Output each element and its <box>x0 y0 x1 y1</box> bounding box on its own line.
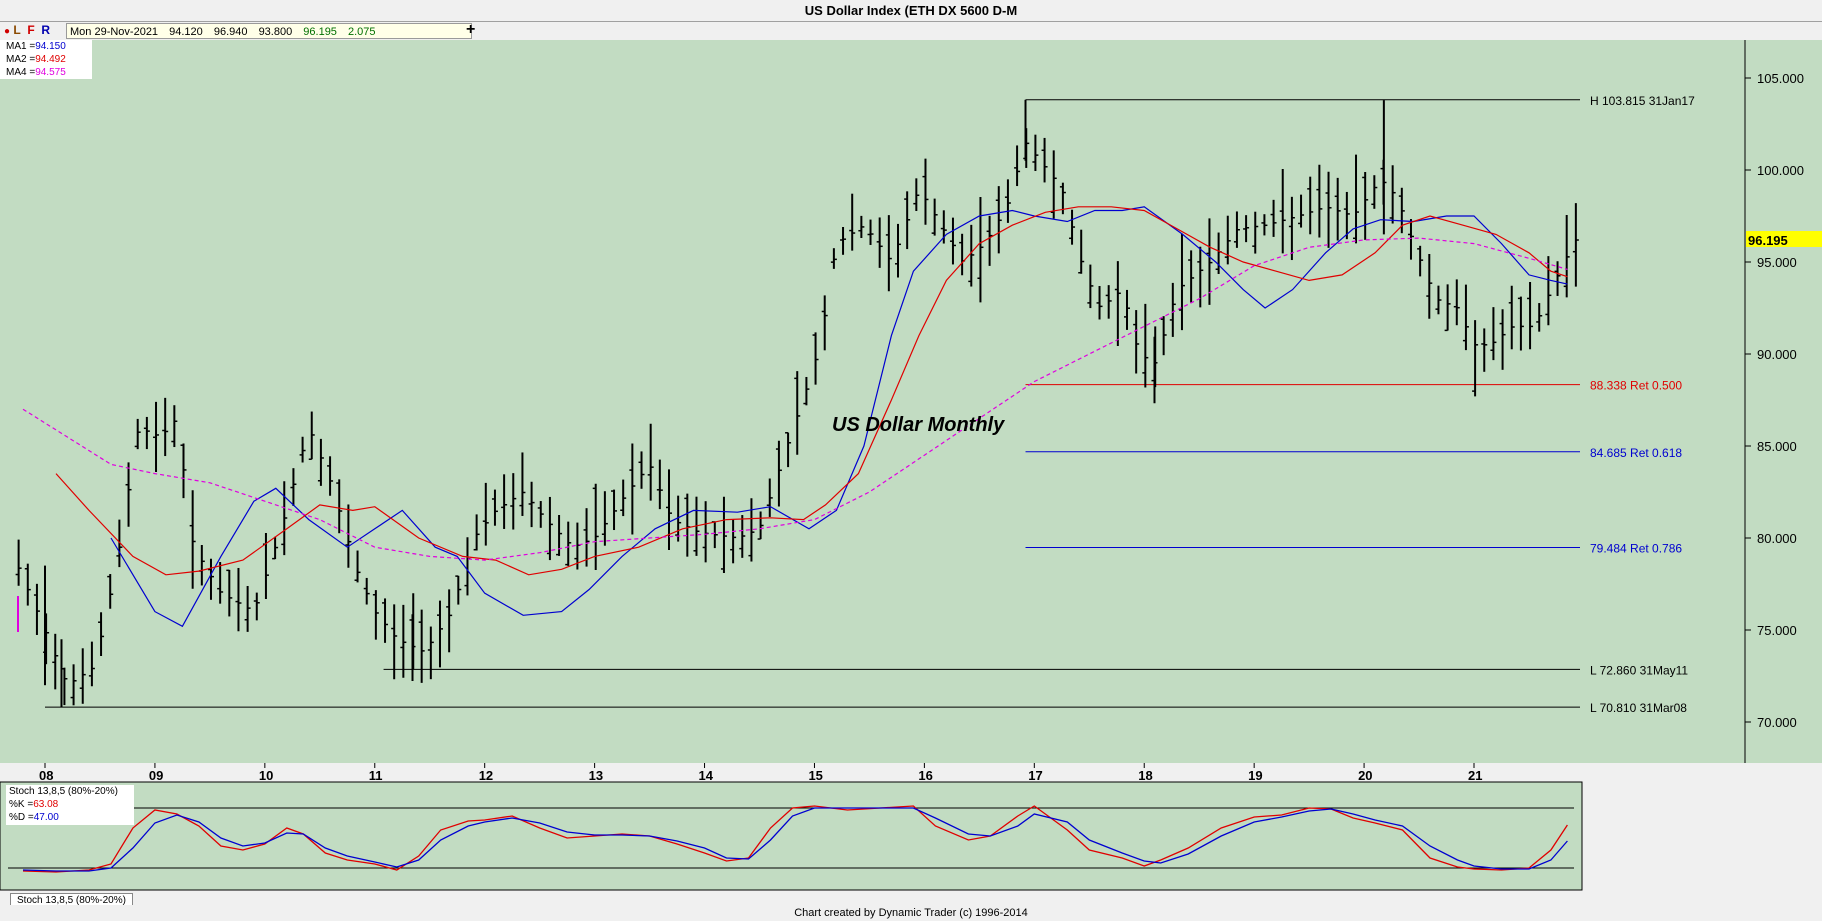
last-price-box <box>1746 231 1822 248</box>
price-chart[interactable]: H 103.815 31Jan17 88.338 Ret 0.500 84.685 … <box>0 40 1822 920</box>
x-tick-label: 11 <box>369 768 383 783</box>
quote-low: 93.800 <box>258 26 293 38</box>
y-tick-label: 70.000 <box>1757 715 1797 730</box>
y-tick-label: 105.000 <box>1757 71 1804 86</box>
ma1-value: 94.150 <box>35 41 66 52</box>
x-tick-label: 20 <box>1358 768 1372 783</box>
ma-line-ma4 <box>22 237 1568 561</box>
moving-average-lines <box>22 206 1568 628</box>
price-plot-bg <box>0 40 1745 763</box>
ma1-row: MA1 =94.150 <box>6 40 92 53</box>
info-bar: ● L F R Mon 29-Nov-2021 94.120 96.940 93… <box>0 21 1822 40</box>
quote-readout: Mon 29-Nov-2021 94.120 96.940 93.800 96.… <box>66 23 472 39</box>
y-tick-label: 95.000 <box>1757 255 1797 270</box>
stoch-k-line <box>22 805 1568 873</box>
ma2-row: MA2 =94.492 <box>6 53 92 66</box>
y-axis-ticks: 70.000 75.000 80.000 85.000 90.000 95.000 100.… <box>1745 71 1804 730</box>
footer-credit: Chart created by Dynamic Trader (c) 1996… <box>0 905 1822 921</box>
quote-date: Mon 29-Nov-2021 <box>70 26 159 38</box>
stoch-plot-bg <box>0 781 1583 891</box>
flag-group: ● L F R <box>4 23 50 37</box>
stoch-d-label: %D = <box>9 812 34 823</box>
last-price-marker: 96.195 <box>1746 231 1822 248</box>
chart-annotation: US Dollar Monthly <box>832 414 1005 436</box>
level-lines: H 103.815 31Jan17 88.338 Ret 0.500 84.685 … <box>45 94 1695 715</box>
level-label: 88.338 Ret 0.500 <box>1590 379 1682 393</box>
ma4-value: 94.575 <box>35 67 66 78</box>
add-icon[interactable]: + <box>466 21 476 38</box>
y-tick-label: 90.000 <box>1757 347 1797 362</box>
ma2-value: 94.492 <box>35 54 66 65</box>
stoch-d-line <box>22 807 1568 872</box>
stoch-legend: Stoch 13,8,5 (80%-20%) %K =63.08 %D =47.… <box>6 785 134 825</box>
y-tick-label: 100.000 <box>1757 163 1804 178</box>
stoch-title: Stoch 13,8,5 (80%-20%) <box>9 786 118 797</box>
ma2-label: MA2 = <box>6 54 36 65</box>
ma4-label: MA4 = <box>6 67 36 78</box>
x-tick-label: 18 <box>1138 768 1152 783</box>
x-tick-label: 12 <box>479 768 493 783</box>
record-dot-icon: ● <box>4 26 11 37</box>
flag-r[interactable]: R <box>41 23 51 37</box>
level-label: L 72.860 31May11 <box>1590 663 1688 677</box>
level-label: H 103.815 31Jan17 <box>1590 94 1695 108</box>
x-tick-label: 15 <box>808 768 822 783</box>
x-tick-label: 16 <box>918 768 932 783</box>
stoch-d-value: 47.00 <box>33 812 59 823</box>
flag-f[interactable]: F <box>27 23 35 37</box>
x-tick-label: 17 <box>1028 768 1042 783</box>
stoch-lines <box>8 805 1574 873</box>
stoch-d-row: %D =47.00 <box>9 811 134 824</box>
moving-average-legend: MA1 =94.150 MA2 =94.492 MA4 =94.575 <box>0 40 92 79</box>
stoch-k-value: 63.08 <box>33 799 59 810</box>
quote-close: 96.195 <box>303 26 337 38</box>
x-axis-ticks: 08 09 10 11 12 13 14 15 16 17 18 19 20 21 <box>39 763 1482 783</box>
stoch-k-row: %K =63.08 <box>9 798 134 811</box>
chart-title: US Dollar Index (ETH DX 5600 D-M <box>0 0 1822 22</box>
quote-change: 2.075 <box>348 26 376 38</box>
ma4-row: MA4 =94.575 <box>6 66 92 79</box>
price-axis-bg <box>1745 40 1822 763</box>
flag-l[interactable]: L <box>13 23 21 37</box>
stoch-k-label: %K = <box>9 799 34 810</box>
last-price-label: 96.195 <box>1748 233 1788 248</box>
x-tick-label: 10 <box>259 768 273 783</box>
y-tick-label: 80.000 <box>1757 531 1797 546</box>
x-tick-label: 08 <box>39 768 53 783</box>
y-tick-label: 85.000 <box>1757 439 1797 454</box>
ma1-label: MA1 = <box>6 41 36 52</box>
level-label: 84.685 Ret 0.618 <box>1590 446 1682 460</box>
level-label: 79.484 Ret 0.786 <box>1590 541 1682 555</box>
x-tick-label: 13 <box>589 768 603 783</box>
ma-line-ma1 <box>110 206 1568 628</box>
level-label: L 70.810 31Mar08 <box>1590 701 1687 715</box>
quote-high: 96.940 <box>213 26 248 38</box>
x-tick-label: 14 <box>699 768 714 783</box>
quote-open: 94.120 <box>169 26 203 38</box>
tab-stoch[interactable]: Stoch 13,8,5 (80%-20%) <box>10 893 133 908</box>
price-bars <box>15 99 1579 708</box>
x-tick-label: 19 <box>1248 768 1262 783</box>
y-tick-label: 75.000 <box>1757 623 1797 638</box>
x-tick-label: 09 <box>149 768 163 783</box>
ma-line-ma2 <box>55 206 1568 576</box>
x-tick-label: 21 <box>1468 768 1482 783</box>
